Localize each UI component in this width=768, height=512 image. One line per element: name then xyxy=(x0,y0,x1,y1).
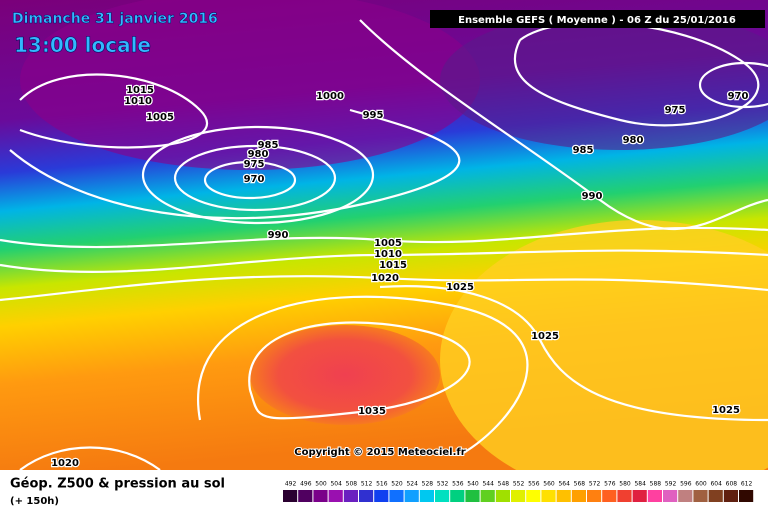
scale-swatch xyxy=(480,490,495,502)
isobar-label: 995 xyxy=(363,110,384,121)
scale-swatch xyxy=(739,490,754,502)
scale-swatch xyxy=(389,490,404,502)
scale-tick-label: 600 xyxy=(695,481,707,488)
isobar-label: 975 xyxy=(244,159,265,170)
scale-tick-label: 540 xyxy=(467,481,479,488)
scale-swatch xyxy=(663,490,678,502)
scale-tick-label: 568 xyxy=(574,481,586,488)
scale-tick-label: 504 xyxy=(330,481,342,488)
isobar-label: 970 xyxy=(728,91,749,102)
scale-tick-label: 516 xyxy=(376,481,388,488)
scale-tick-label: 556 xyxy=(528,481,540,488)
isobar-label: 1020 xyxy=(51,458,79,469)
valid-date: Dimanche 31 janvier 2016 xyxy=(12,11,218,27)
forecast-lead: (+ 150h) xyxy=(10,496,59,507)
scale-tick-label: 496 xyxy=(300,481,312,488)
isobar-label: 1010 xyxy=(124,96,152,107)
isobar-label: 1005 xyxy=(146,112,174,123)
isobar-label: 1015 xyxy=(379,260,407,271)
scale-swatch xyxy=(526,490,541,502)
scale-tick-label: 492 xyxy=(285,481,297,488)
scale-tick-label: 592 xyxy=(665,481,677,488)
scale-swatch xyxy=(283,490,298,502)
isobar-label: 980 xyxy=(248,149,269,160)
scale-swatch xyxy=(404,490,419,502)
scale-swatch xyxy=(693,490,708,502)
isobar-label: 970 xyxy=(244,174,265,185)
scale-tick-label: 564 xyxy=(558,481,570,488)
isobar-label: 1000 xyxy=(316,91,344,102)
scale-swatch xyxy=(723,490,738,502)
isobar-label: 985 xyxy=(258,140,279,151)
scale-tick-label: 560 xyxy=(543,481,555,488)
scale-swatch xyxy=(343,490,358,502)
scale-tick-label: 604 xyxy=(710,481,722,488)
scale-tick-label: 532 xyxy=(437,481,449,488)
copyright: Copyright © 2015 Meteociel.fr xyxy=(294,447,465,458)
isobar-label: 1025 xyxy=(712,405,740,416)
model-info: Ensemble GEFS ( Moyenne ) - 06 Z du 25/0… xyxy=(458,15,736,26)
scale-tick-label: 508 xyxy=(346,481,358,488)
scale-tick-label: 500 xyxy=(315,481,327,488)
color-scale: 492 496 500 504 508 512 516 520 524 528 532 536 540 5… xyxy=(283,481,754,502)
scale-swatch xyxy=(450,490,465,502)
scale-swatch xyxy=(298,490,313,502)
scale-tick-label: 580 xyxy=(619,481,631,488)
scale-swatch xyxy=(435,490,450,502)
isobar-label: 1015 xyxy=(126,85,154,96)
scale-tick-label: 512 xyxy=(361,481,373,488)
scale-swatch xyxy=(465,490,480,502)
isobar-label: 1005 xyxy=(374,238,402,249)
isobar-label: 1020 xyxy=(371,273,399,284)
isobar-label: 1025 xyxy=(531,331,559,342)
scale-swatch xyxy=(587,490,602,502)
scale-swatch xyxy=(632,490,647,502)
scale-tick-label: 584 xyxy=(634,481,646,488)
scale-tick-label: 612 xyxy=(741,481,753,488)
scale-swatch xyxy=(328,490,343,502)
scale-tick-label: 552 xyxy=(513,481,525,488)
scale-tick-label: 572 xyxy=(589,481,601,488)
scale-swatch xyxy=(374,490,389,502)
isobar-label: 990 xyxy=(268,230,289,241)
isobar-labels: 1015101010051000995985980975970990100510… xyxy=(50,84,750,471)
scale-swatch xyxy=(617,490,632,502)
scale-tick-label: 528 xyxy=(422,481,434,488)
footer-title: Géop. Z500 & pression au sol xyxy=(10,477,225,492)
scale-tick-label: 596 xyxy=(680,481,692,488)
scale-swatch xyxy=(541,490,556,502)
scale-swatch xyxy=(313,490,328,502)
scale-swatch xyxy=(419,490,434,502)
isobar-label: 1010 xyxy=(374,249,402,260)
scale-tick-label: 576 xyxy=(604,481,616,488)
scale-swatch xyxy=(495,490,510,502)
scale-tick-label: 524 xyxy=(406,481,418,488)
isobar-label: 990 xyxy=(582,191,603,202)
isobar-label: 985 xyxy=(573,145,594,156)
isobar-label: 1035 xyxy=(358,406,386,417)
local-time: 13:00 locale xyxy=(14,33,151,57)
scale-swatch xyxy=(708,490,723,502)
isobar-label: 980 xyxy=(623,135,644,146)
scale-swatch xyxy=(647,490,662,502)
scale-tick-label: 548 xyxy=(498,481,510,488)
isobar-label: 975 xyxy=(665,105,686,116)
scale-swatch xyxy=(556,490,571,502)
scale-swatch xyxy=(678,490,693,502)
isobar-label: 1025 xyxy=(446,282,474,293)
scale-swatch xyxy=(602,490,617,502)
scale-tick-label: 536 xyxy=(452,481,464,488)
scale-swatch xyxy=(359,490,374,502)
scale-swatch xyxy=(571,490,586,502)
scale-swatch xyxy=(511,490,526,502)
scale-tick-label: 544 xyxy=(482,481,494,488)
scale-tick-label: 520 xyxy=(391,481,403,488)
scale-tick-label: 608 xyxy=(726,481,738,488)
scale-tick-label: 588 xyxy=(650,481,662,488)
